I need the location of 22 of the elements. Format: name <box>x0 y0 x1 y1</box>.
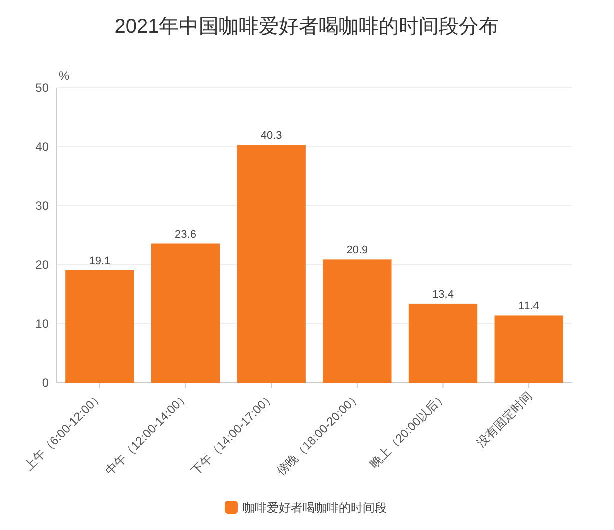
data-label: 13.4 <box>432 288 454 301</box>
x-tick-label: 没有固定时间 <box>474 389 536 450</box>
bar <box>151 244 220 383</box>
y-tick-label: 40 <box>36 140 50 154</box>
data-label: 19.1 <box>89 255 111 268</box>
data-label: 20.9 <box>346 244 368 257</box>
bar <box>408 304 478 383</box>
y-tick-label: 10 <box>36 317 50 331</box>
bar <box>66 270 134 383</box>
y-axis-title: % <box>59 69 70 83</box>
y-tick-label: 20 <box>36 258 50 272</box>
bar <box>237 145 306 383</box>
data-label: 11.4 <box>518 300 540 313</box>
bar <box>323 260 392 383</box>
data-label: 23.6 <box>175 228 196 241</box>
bar <box>494 316 564 383</box>
y-tick-label: 50 <box>36 81 50 95</box>
legend-label: 咖啡爱好者喝咖啡的时间段 <box>243 501 387 515</box>
chart-title: 2021年中国咖啡爱好者喝咖啡的时间段分布 <box>114 16 500 38</box>
data-label: 40.3 <box>260 130 282 142</box>
y-tick-label: 0 <box>42 376 50 390</box>
y-tick-label: 30 <box>36 199 50 213</box>
